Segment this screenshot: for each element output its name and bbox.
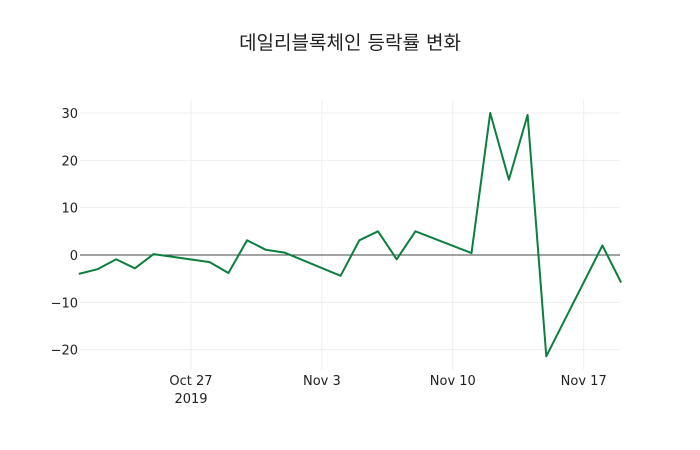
svg-text:Nov 10: Nov 10 (430, 374, 476, 389)
svg-text:20: 20 (61, 154, 78, 169)
y-axis-ticks: 30 20 10 0 −10 −20 (51, 107, 78, 359)
chart-title: 데일리블록체인 등락률 변화 (239, 32, 461, 54)
grid-lines (80, 100, 620, 370)
series-line (78, 112, 622, 358)
svg-text:−10: −10 (51, 296, 78, 311)
svg-text:Nov 3: Nov 3 (303, 374, 341, 389)
svg-text:10: 10 (61, 202, 78, 217)
svg-text:Nov 17: Nov 17 (561, 374, 607, 389)
x-axis-ticks: Oct 27 2019 Nov 3 Nov 10 Nov 17 (169, 374, 606, 407)
svg-text:30: 30 (61, 107, 78, 122)
svg-text:0: 0 (70, 249, 78, 264)
svg-text:Oct 27: Oct 27 (169, 374, 212, 389)
svg-text:−20: −20 (51, 344, 78, 359)
svg-text:2019: 2019 (174, 392, 207, 407)
